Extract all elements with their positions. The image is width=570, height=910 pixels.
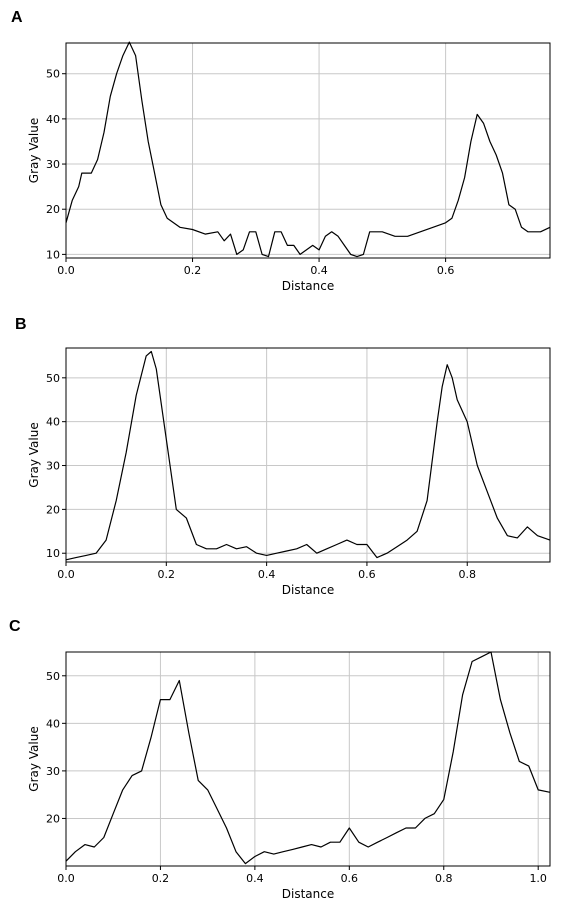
panel-label-b: B [15, 316, 27, 333]
x-tick-label: 0.4 [310, 264, 328, 277]
x-axis-label: Distance [282, 583, 334, 597]
y-axis-label: Gray Value [27, 726, 41, 791]
series-line-a [65, 41, 551, 258]
x-tick-label: 0.4 [246, 872, 264, 885]
x-tick-label: 1.0 [529, 872, 547, 885]
x-axis-label: Distance [282, 887, 334, 901]
series-line-c [65, 651, 551, 865]
x-tick-label: 0.4 [258, 568, 276, 581]
y-tick-label: 20 [46, 503, 60, 516]
y-tick-label: 30 [46, 765, 60, 778]
chart-a: 0.0 0.2 0.4 0.6 10 20 30 40 50 Distance Gray Value [27, 41, 551, 293]
x-tick-label: 0.0 [57, 568, 75, 581]
x-tick-label: 0.6 [437, 264, 455, 277]
y-tick-label: 20 [46, 203, 60, 216]
series-line-b [65, 350, 551, 561]
y-tick-label: 40 [46, 717, 60, 730]
y-tick-label: 20 [46, 812, 60, 825]
y-tick-label: 50 [46, 68, 60, 81]
x-tick-label: 0.6 [341, 872, 359, 885]
x-tick-label: 0.0 [57, 872, 75, 885]
y-tick-label: 30 [46, 158, 60, 171]
y-axis-label: Gray Value [27, 422, 41, 487]
plot-frame [65, 347, 551, 563]
y-tick-label: 10 [46, 547, 60, 560]
y-tick-label: 40 [46, 416, 60, 429]
plot-frame [65, 42, 551, 259]
y-tick-label: 10 [46, 248, 60, 261]
chart-b: 0.0 0.2 0.4 0.6 0.8 10 20 30 40 50 Distance Gray Va… [27, 347, 551, 597]
y-axis-label: Gray Value [27, 118, 41, 183]
y-tick-label: 50 [46, 670, 60, 683]
x-tick-label: 0.6 [358, 568, 376, 581]
x-tick-label: 0.2 [184, 264, 202, 277]
y-tick-label: 40 [46, 113, 60, 126]
x-tick-label: 0.8 [435, 872, 453, 885]
x-tick-label: 0.2 [158, 568, 176, 581]
panel-label-c: C [9, 618, 21, 635]
x-tick-label: 0.2 [152, 872, 170, 885]
y-tick-label: 50 [46, 372, 60, 385]
x-tick-label: 0.0 [57, 264, 75, 277]
chart-c: 0.0 0.2 0.4 0.6 0.8 1.0 20 30 40 50 Distance Gray V… [27, 651, 551, 901]
x-tick-label: 0.8 [458, 568, 476, 581]
plot-frame [65, 651, 551, 867]
x-axis-label: Distance [282, 279, 334, 293]
panel-label-a: A [11, 9, 23, 26]
y-tick-label: 30 [46, 460, 60, 473]
